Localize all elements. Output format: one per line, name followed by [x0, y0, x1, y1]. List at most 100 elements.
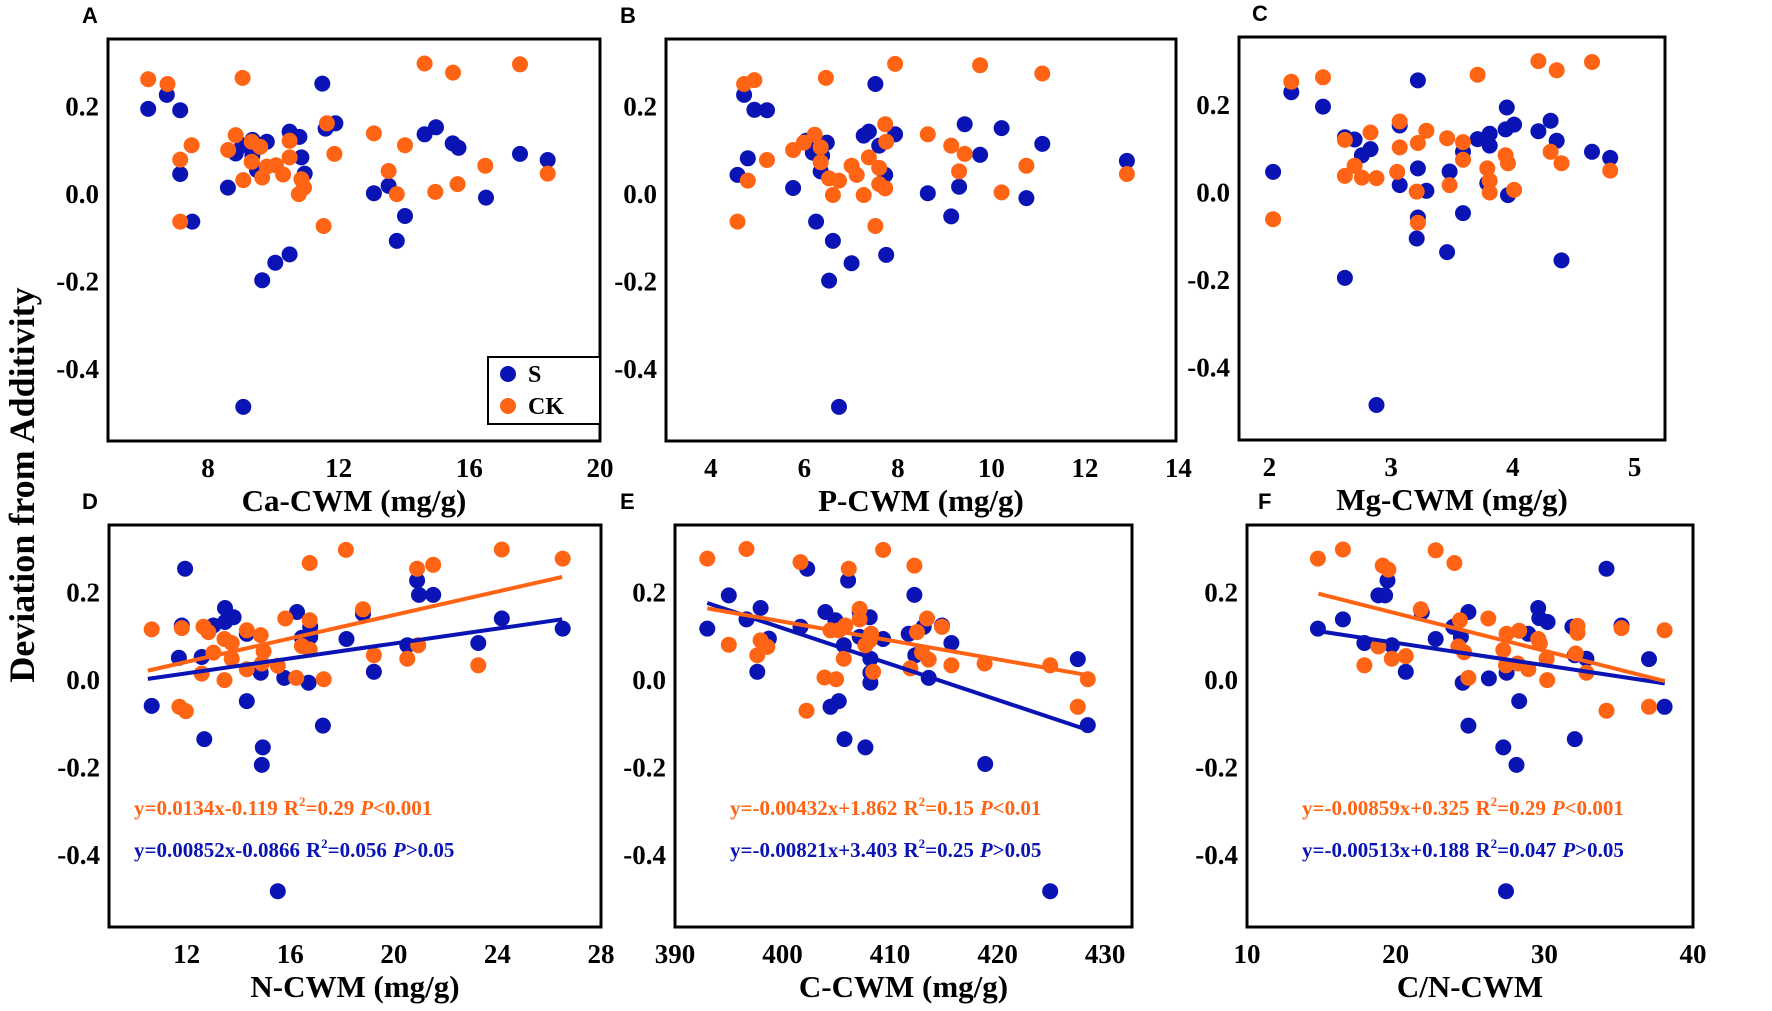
x-tick-label: 410	[870, 939, 911, 969]
equation-part: >0.05	[406, 838, 455, 862]
y-tick-label: -0.2	[614, 267, 657, 297]
point-ck	[427, 183, 444, 200]
x-tick-label: 24	[484, 939, 511, 969]
x-tick-label: 4	[1506, 452, 1520, 482]
point-ck	[1069, 698, 1086, 715]
point-s	[409, 572, 426, 589]
point-ck	[1598, 702, 1615, 719]
point-s	[1460, 717, 1477, 734]
point-s	[1079, 717, 1096, 734]
point-s	[1018, 190, 1035, 207]
point-ck	[1441, 177, 1458, 194]
point-s	[314, 75, 331, 92]
point-ck	[1356, 657, 1373, 674]
point-ck	[887, 55, 904, 72]
point-ck	[477, 157, 494, 174]
point-ck	[216, 672, 233, 689]
equation-part: P	[359, 796, 373, 820]
equation-part: 2	[919, 836, 926, 851]
point-ck	[1455, 151, 1471, 168]
point-s	[196, 731, 213, 748]
point-ck	[554, 550, 571, 567]
panel-letter: A	[82, 3, 98, 28]
point-ck	[301, 555, 318, 571]
x-tick-label: 10	[978, 453, 1005, 483]
point-ck	[906, 557, 923, 574]
point-s	[739, 150, 756, 167]
equation-part: P	[979, 796, 993, 820]
point-s	[293, 149, 310, 166]
point-ck	[1613, 620, 1630, 637]
point-s	[1480, 670, 1497, 687]
point-ck	[1334, 541, 1351, 558]
point-s	[1455, 205, 1471, 222]
point-ck	[831, 172, 847, 189]
point-ck	[1336, 131, 1353, 148]
point-ck	[1265, 211, 1282, 228]
equation-part: y=-0.00432x+1.862	[730, 796, 897, 820]
point-ck	[877, 116, 894, 133]
point-ck	[326, 145, 343, 162]
point-ck	[806, 126, 823, 143]
point-ck	[851, 611, 868, 628]
point-ck	[227, 127, 244, 144]
x-tick-label: 400	[762, 939, 803, 969]
equation-part: R	[306, 838, 322, 862]
point-s	[281, 246, 298, 263]
x-tick-label: 8	[891, 453, 905, 483]
point-s	[1408, 230, 1425, 247]
y-tick-label: -0.4	[623, 840, 666, 870]
point-ck	[812, 154, 829, 171]
point-ck	[848, 166, 865, 183]
panel-letter: B	[620, 3, 636, 28]
point-ck	[812, 139, 829, 156]
fit-line-s	[147, 617, 563, 681]
x-tick-label: 16	[456, 453, 483, 483]
point-s	[428, 119, 444, 136]
y-tick-label: -0.2	[57, 753, 100, 783]
point-s	[470, 635, 487, 651]
point-ck	[539, 165, 556, 182]
point-ck	[1018, 157, 1035, 174]
point-s	[177, 560, 194, 577]
equation-part: P	[1561, 838, 1575, 862]
point-s	[411, 586, 427, 603]
point-ck	[288, 669, 305, 686]
point-ck	[252, 138, 269, 155]
x-tick-label: 30	[1531, 939, 1558, 969]
x-tick-label: 16	[277, 939, 304, 969]
x-tick-label: 10	[1234, 939, 1261, 969]
equation-part: P	[979, 838, 993, 862]
point-s	[1495, 739, 1512, 756]
point-s	[254, 739, 271, 756]
point-s	[956, 116, 973, 133]
point-ck	[355, 601, 371, 618]
point-ck	[1283, 73, 1300, 90]
y-tick-label: 0.0	[1204, 665, 1238, 695]
point-s	[1641, 651, 1657, 668]
point-s	[1542, 112, 1559, 129]
point-s	[1309, 620, 1326, 637]
x-tick-label: 3	[1384, 452, 1398, 482]
point-ck	[1460, 669, 1477, 686]
point-ck	[1368, 170, 1385, 187]
x-tick-label: 12	[173, 939, 200, 969]
x-tick-label: 6	[798, 453, 812, 483]
point-ck	[875, 541, 892, 558]
point-ck	[956, 145, 973, 162]
equation-part: =0.29	[1497, 796, 1546, 820]
point-s	[140, 100, 157, 117]
point-ck	[738, 541, 755, 557]
point-ck	[445, 64, 461, 81]
point-ck	[1539, 672, 1556, 689]
point-ck	[512, 56, 528, 73]
point-s	[235, 398, 252, 415]
point-ck	[1427, 542, 1444, 559]
point-ck	[416, 55, 433, 72]
point-ck	[315, 671, 332, 688]
point-s	[1439, 244, 1456, 261]
legend-marker-s	[500, 366, 516, 382]
point-s	[1315, 98, 1331, 115]
point-ck	[877, 180, 894, 197]
point-ck	[183, 137, 200, 154]
